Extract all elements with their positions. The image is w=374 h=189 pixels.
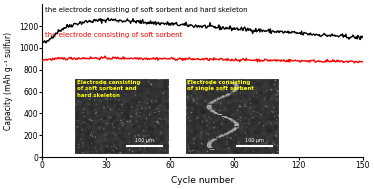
Y-axis label: Capacity (mAh g⁻¹ sulfur): Capacity (mAh g⁻¹ sulfur) xyxy=(4,32,13,130)
Text: the electrode consisting of soft sorbent and hard skeleton: the electrode consisting of soft sorbent… xyxy=(46,7,248,13)
X-axis label: Cycle number: Cycle number xyxy=(171,176,234,185)
Text: the electrode consisting of soft sorbent: the electrode consisting of soft sorbent xyxy=(46,32,183,38)
